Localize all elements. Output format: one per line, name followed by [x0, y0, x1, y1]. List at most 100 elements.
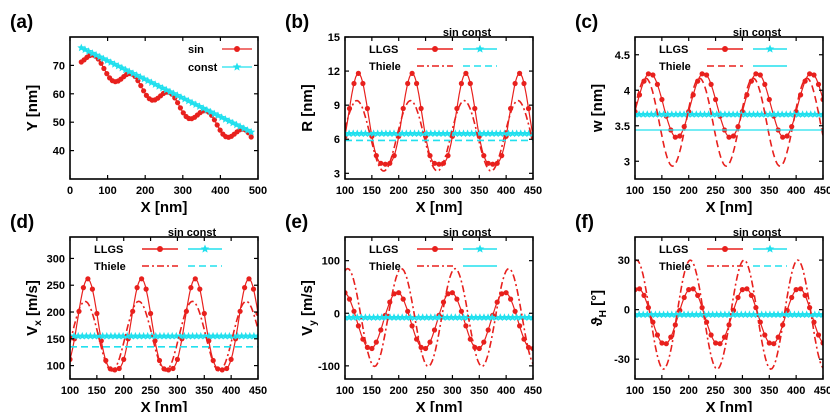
data-point [188, 331, 197, 340]
data-point [696, 310, 705, 318]
legend-marker [475, 244, 485, 253]
x-tick-label: 150 [88, 385, 106, 397]
data-point [459, 129, 468, 137]
legend-label: Thiele [94, 261, 126, 273]
y-tick-label: 150 [47, 334, 65, 346]
data-point [708, 81, 714, 87]
data-point [398, 129, 407, 137]
y-tick-label: 250 [47, 280, 65, 292]
data-point [794, 110, 803, 118]
data-point [365, 129, 374, 137]
data-point [381, 129, 390, 137]
legend-label: Thiele [369, 261, 401, 273]
data-point [463, 323, 469, 329]
data-point [716, 110, 725, 118]
data-point [672, 134, 678, 140]
data-point [654, 81, 661, 87]
panel-c: (c) 100 150 200 250 300 350 400 450 3 3.5 4 4.5 X [nm… [575, 12, 830, 216]
legend-header: sin const [733, 27, 782, 39]
data-point [382, 161, 388, 167]
data-point [492, 129, 501, 137]
panel-label: (e) [285, 212, 308, 233]
data-point [154, 82, 163, 90]
x-axis-label: X [nm] [141, 399, 188, 412]
y-tick-label: 15 [328, 32, 340, 44]
plot-area [345, 70, 533, 172]
data-point [402, 129, 411, 137]
x-tick-label: 400 [497, 385, 515, 397]
data-point [766, 96, 772, 103]
data-point [378, 327, 384, 333]
data-point [123, 331, 132, 340]
panel-b: (b) 100 150 200 250 300 350 400 450 3 6 9 12 15 X [nm]… [285, 12, 542, 216]
data-point [639, 310, 648, 318]
data-point [814, 110, 823, 118]
data-point [512, 80, 518, 87]
data-point [391, 153, 397, 159]
x-tick-label: 150 [653, 385, 671, 397]
data-point [162, 85, 171, 94]
data-point [228, 118, 237, 127]
data-point [819, 310, 823, 318]
data-point [695, 292, 701, 298]
data-point [364, 105, 370, 112]
x-tick-label: 300 [443, 385, 461, 397]
data-point [647, 110, 656, 118]
data-point [418, 105, 424, 112]
y-tick-label: 6 [334, 134, 340, 146]
legend: sin const LLGS Thiele [659, 227, 787, 273]
data-point [686, 287, 692, 293]
data-point [94, 331, 103, 340]
data-point [780, 134, 786, 140]
data-point [396, 290, 402, 296]
legend-label: LLGS [659, 244, 688, 256]
axis-frame [344, 236, 534, 380]
legend-header: sin const [443, 27, 492, 39]
y-tick-label: 4.5 [615, 50, 630, 62]
data-point [373, 129, 382, 137]
data-point [147, 78, 156, 86]
y-axis-label: Vy [m/s] [299, 280, 319, 336]
data-point [708, 332, 714, 338]
x-axis-label: X [nm] [416, 399, 463, 412]
data-point [88, 49, 97, 57]
series-line-thiele [345, 99, 533, 172]
x-tick-label: 350 [760, 185, 778, 197]
legend-label: Thiele [659, 61, 691, 73]
data-point [247, 127, 256, 136]
y-axis-label: Y [nm] [24, 85, 41, 131]
data-point [443, 129, 452, 137]
data-point [378, 160, 384, 166]
data-point [520, 129, 529, 137]
data-point [458, 80, 464, 87]
x-tick-label: 100 [626, 385, 644, 397]
data-point [521, 80, 527, 87]
legend-marker [722, 46, 728, 52]
data-point [409, 70, 415, 76]
data-point [708, 110, 717, 118]
y-tick-label: 100 [47, 361, 65, 373]
panel-label: (c) [575, 12, 598, 33]
data-point [101, 65, 107, 72]
data-point [458, 308, 464, 314]
data-point [798, 286, 804, 292]
data-point [351, 308, 357, 314]
data-point [250, 286, 257, 292]
x-tick-label: 450 [524, 185, 542, 197]
data-point [361, 129, 370, 137]
y-axis-label: w [nm] [589, 84, 606, 133]
y-tick-label: 0 [624, 305, 630, 317]
x-tick-label: 300 [733, 385, 751, 397]
data-point [131, 331, 140, 340]
data-point [369, 129, 378, 137]
data-point [188, 285, 194, 291]
x-tick-label: 450 [249, 385, 267, 397]
data-point [245, 331, 254, 340]
data-point [431, 160, 438, 166]
legend-label: Thiele [369, 61, 401, 73]
data-point [692, 110, 701, 118]
data-point [766, 340, 772, 346]
x-tick-label: 450 [524, 385, 542, 397]
data-point [778, 110, 787, 118]
